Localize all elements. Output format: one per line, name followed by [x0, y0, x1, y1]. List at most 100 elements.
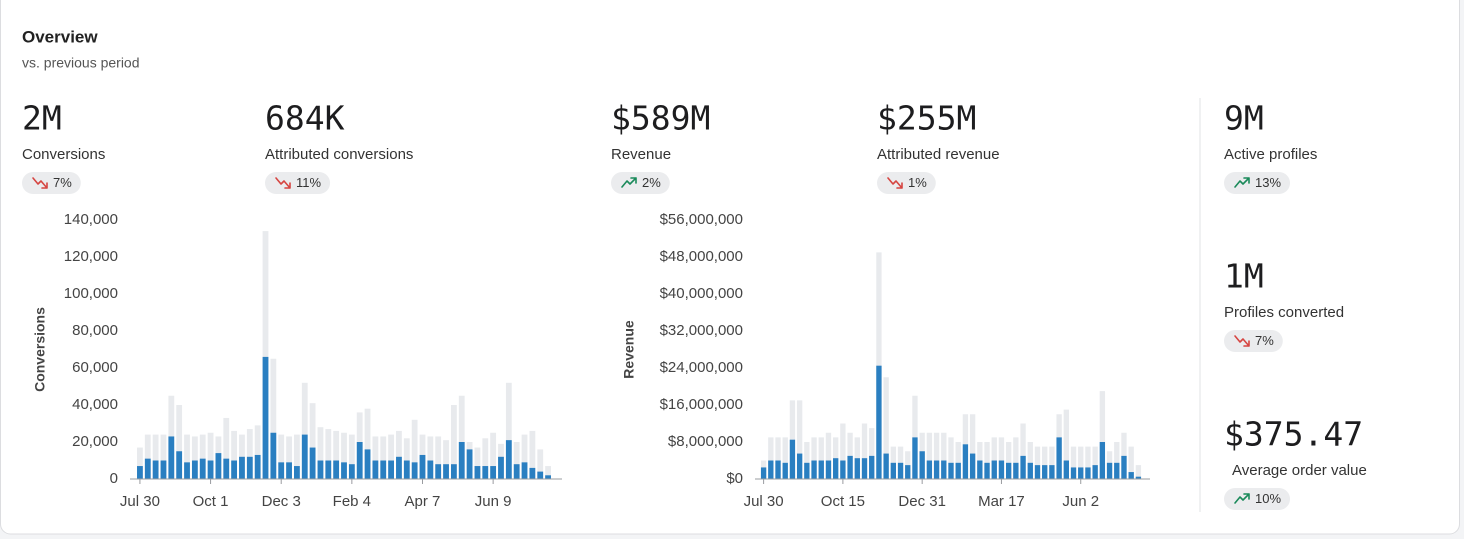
- y-tick-label: $16,000,000: [660, 396, 743, 413]
- bar: [1135, 465, 1142, 479]
- bar: [1034, 446, 1041, 479]
- bar: [545, 466, 551, 479]
- bar: [529, 430, 536, 479]
- x-tick-label: Feb 4: [333, 493, 371, 510]
- bar: [411, 462, 418, 479]
- kpi-label: Attributed conversions: [265, 146, 413, 163]
- change-value: 7%: [1255, 333, 1274, 348]
- bar: [775, 437, 781, 479]
- bar: [926, 460, 933, 479]
- bar: [396, 456, 402, 479]
- bar: [223, 458, 230, 479]
- trend-icon: [275, 177, 291, 189]
- bar: [262, 356, 269, 479]
- kpi-label: Average order value: [1232, 462, 1367, 479]
- trend-icon: [1234, 177, 1250, 188]
- bar: [1135, 476, 1142, 479]
- y-tick-label: 80,000: [72, 322, 118, 339]
- bar: [1092, 446, 1098, 479]
- bar: [341, 462, 347, 479]
- bar: [1049, 465, 1055, 479]
- bar: [458, 395, 465, 479]
- bar: [1099, 442, 1106, 479]
- bar: [998, 460, 1005, 479]
- change-value: 2%: [642, 175, 661, 190]
- bar: [396, 430, 402, 479]
- bar: [294, 434, 300, 479]
- trend-icon: [1234, 493, 1250, 504]
- x-tick-label: Jun 2: [1062, 493, 1099, 510]
- y-axis-label: Revenue: [621, 320, 637, 379]
- bar: [364, 449, 371, 479]
- kpi-label: Revenue: [611, 146, 671, 163]
- change-value: 10%: [1255, 491, 1281, 506]
- y-tick-label: 0: [110, 470, 118, 487]
- bar: [388, 460, 394, 479]
- kpi-value: 9M: [1224, 99, 1264, 138]
- change-badge: [611, 172, 670, 194]
- bar: [333, 460, 340, 479]
- trend-icon: [621, 177, 637, 188]
- bar: [1063, 409, 1069, 479]
- bar: [144, 434, 151, 479]
- bar: [482, 438, 489, 479]
- bar: [521, 434, 528, 479]
- x-tick-label: Oct 1: [193, 493, 229, 510]
- bar: [782, 462, 788, 479]
- bar: [804, 442, 810, 479]
- bar: [825, 460, 832, 479]
- x-tick-label: Jun 9: [475, 493, 512, 510]
- bar: [861, 423, 868, 479]
- bar: [191, 460, 198, 479]
- bar: [317, 460, 324, 479]
- kpi-value: 2M: [22, 99, 62, 138]
- bar: [207, 460, 214, 479]
- bar: [474, 447, 481, 479]
- bar: [1034, 465, 1041, 479]
- bar: [768, 437, 774, 479]
- kpi-label: Active profiles: [1224, 146, 1317, 163]
- bar: [254, 454, 261, 479]
- bar: [184, 434, 190, 479]
- bar: [955, 462, 961, 479]
- bar: [191, 436, 198, 479]
- bar: [991, 460, 997, 479]
- bar: [372, 460, 379, 479]
- bar: [861, 458, 868, 479]
- change-badge: [1224, 330, 1283, 352]
- bar: [969, 414, 976, 479]
- bar: [1020, 423, 1026, 479]
- bar: [529, 467, 536, 479]
- y-tick-label: $40,000,000: [660, 285, 743, 302]
- bar: [215, 453, 222, 479]
- subtitle: vs. previous period: [22, 55, 140, 71]
- bar: [246, 456, 253, 479]
- bar: [1027, 462, 1033, 479]
- bar: [789, 439, 796, 479]
- bar: [160, 434, 167, 479]
- bar: [796, 453, 803, 479]
- bar: [474, 466, 481, 479]
- bar: [1005, 462, 1012, 479]
- bar: [933, 460, 940, 479]
- bar: [840, 460, 846, 479]
- bar: [991, 437, 997, 479]
- bar: [869, 428, 875, 479]
- x-tick-label: Oct 15: [821, 493, 865, 510]
- bar: [278, 462, 285, 479]
- x-tick-label: Jul 30: [120, 493, 160, 510]
- kpi-value: $375.47: [1224, 415, 1363, 454]
- bar: [419, 454, 426, 479]
- bar: [760, 467, 767, 479]
- bar: [1121, 455, 1127, 479]
- bar: [388, 434, 394, 479]
- bar: [294, 466, 300, 479]
- bar: [825, 432, 832, 479]
- bar: [427, 436, 434, 479]
- bar: [1078, 467, 1084, 479]
- bar: [1013, 437, 1019, 479]
- y-tick-label: $48,000,000: [660, 248, 743, 265]
- bar: [231, 430, 238, 479]
